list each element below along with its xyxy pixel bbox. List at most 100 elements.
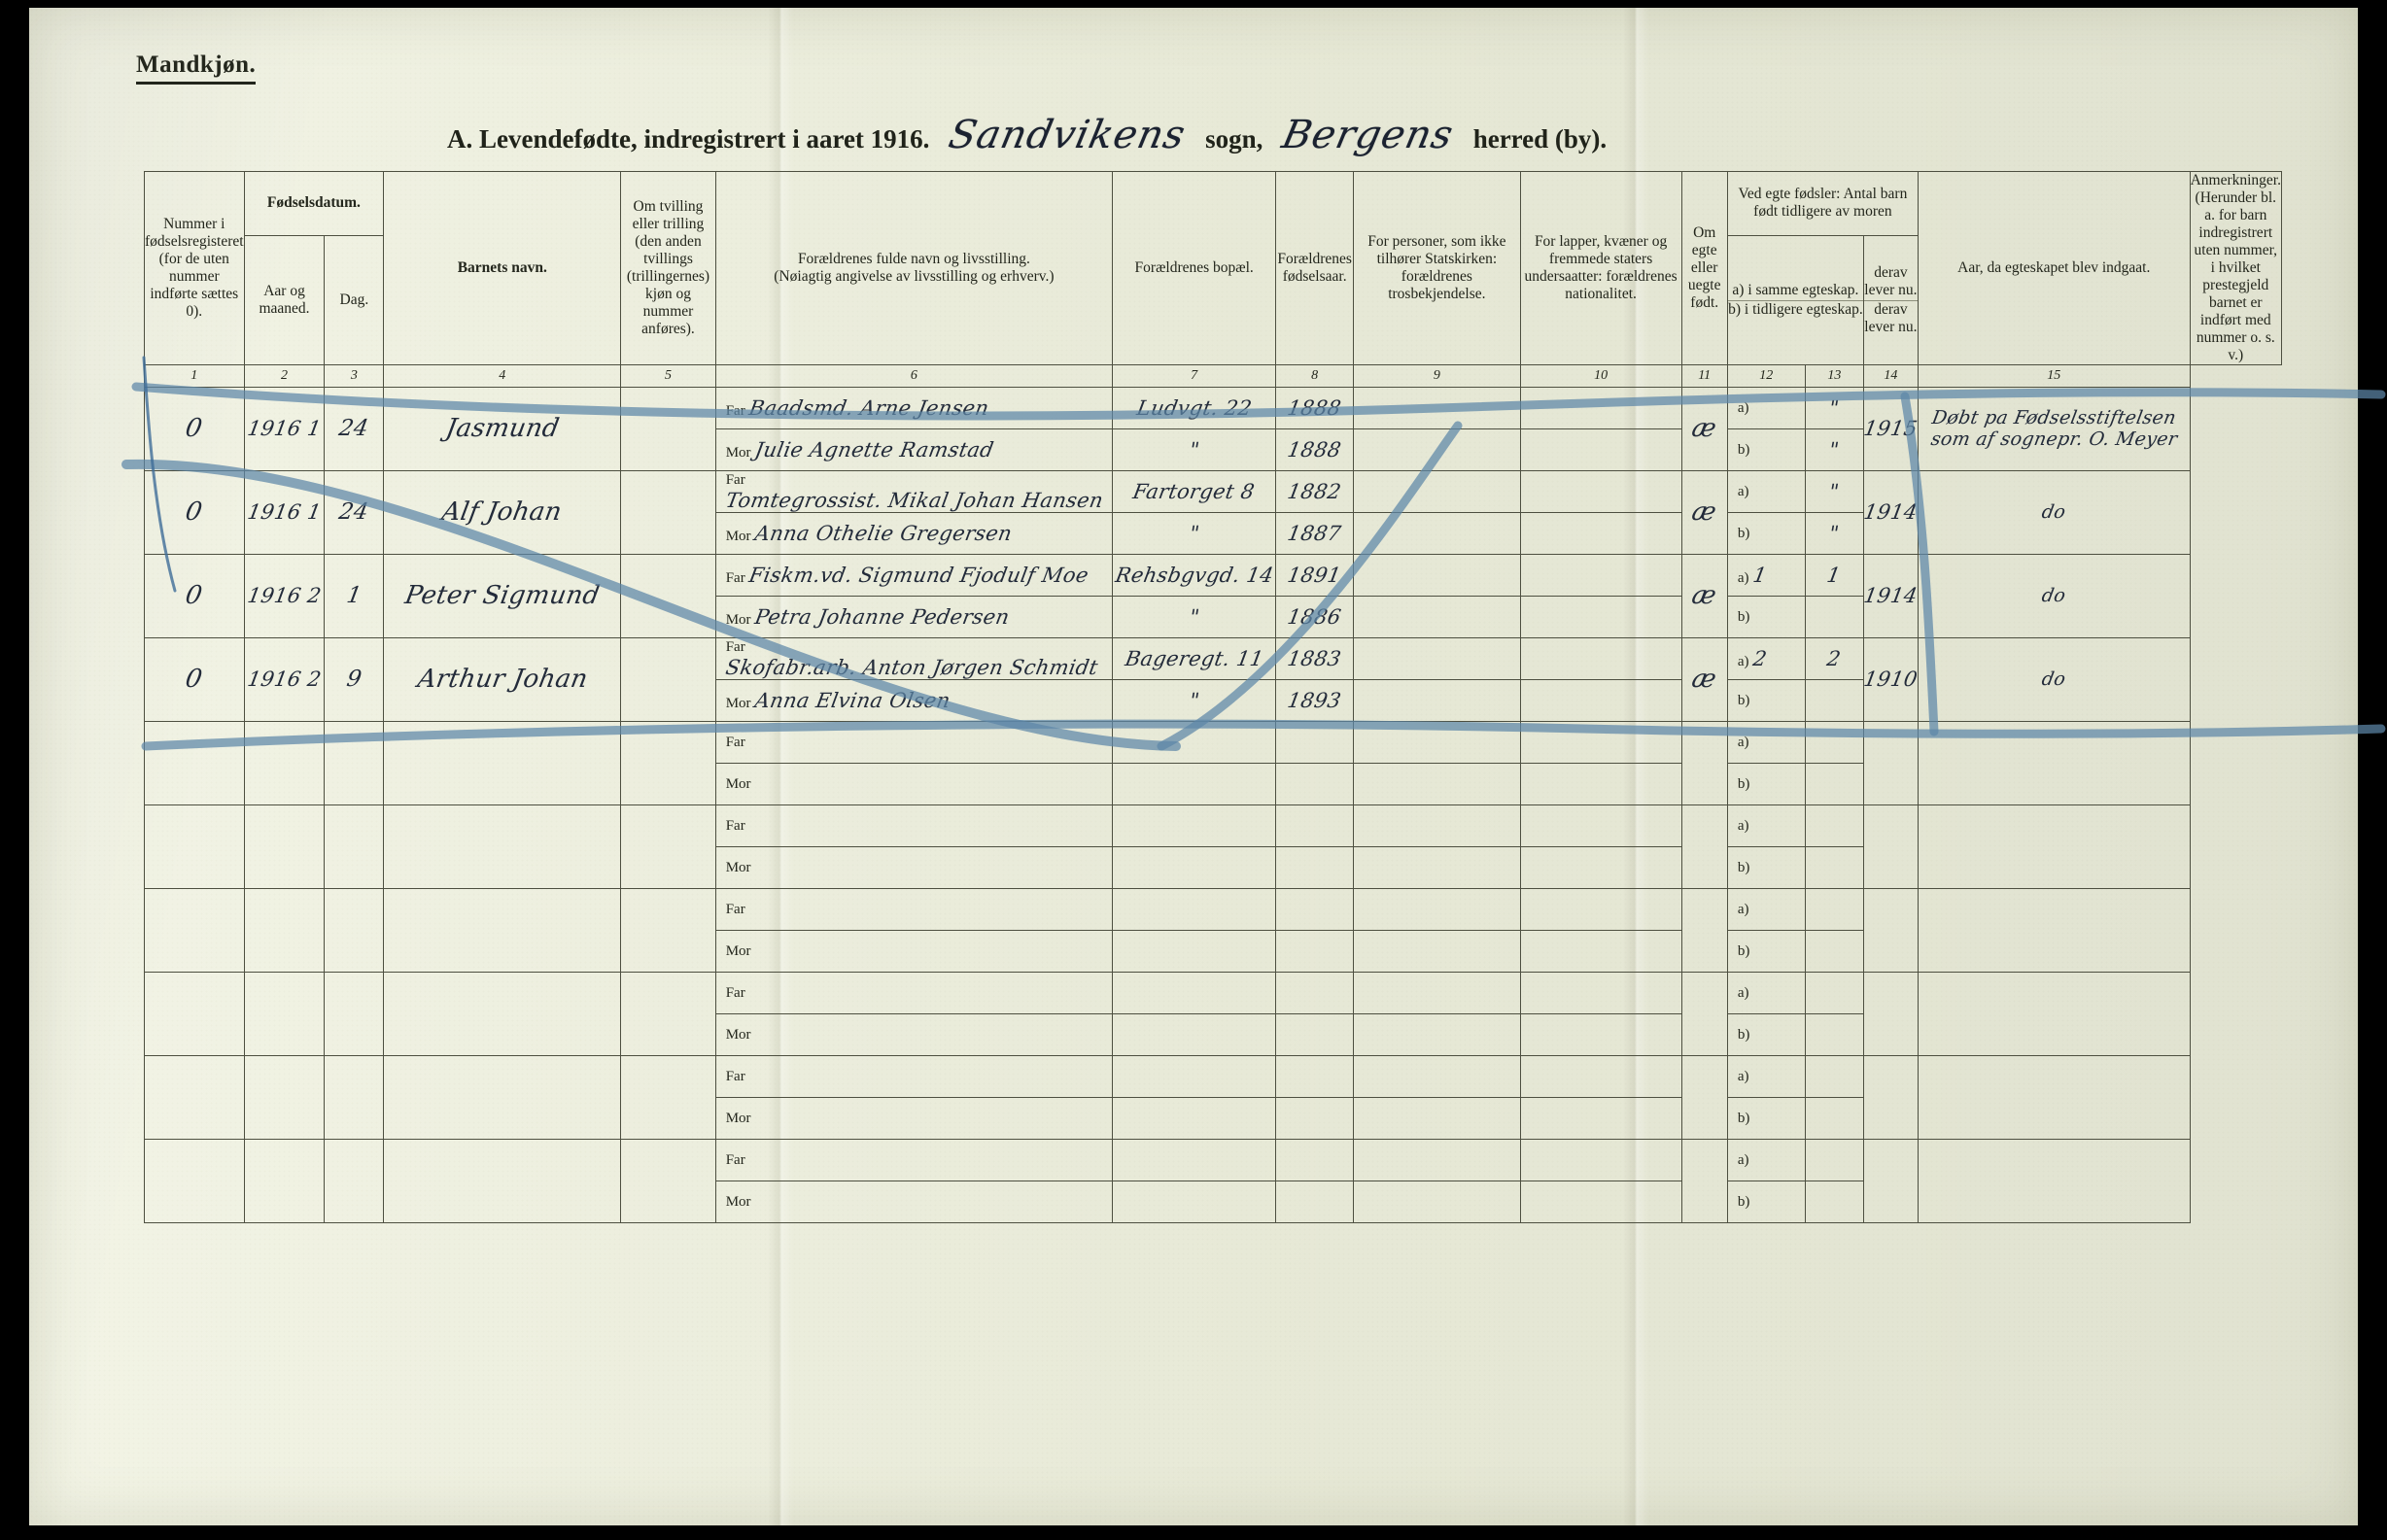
cell-barnets-navn[interactable]: Alf Johan xyxy=(383,469,622,555)
cell-egteskap-aar[interactable]: 1915 xyxy=(1862,386,1920,471)
cell-egte-uegte[interactable] xyxy=(1680,971,1728,1056)
cell-egteskap-aar[interactable] xyxy=(1862,720,1919,805)
cell-aar-maaned[interactable]: 1916 1 xyxy=(243,469,326,555)
cell-dag[interactable] xyxy=(324,804,385,889)
cell-trosbekjendelse[interactable] xyxy=(1353,887,1521,931)
cell-far-bopel[interactable]: Rehsbgvgd. 14 xyxy=(1112,553,1277,597)
cell-antal-b[interactable]: b) xyxy=(1726,595,1806,638)
cell-antal-a[interactable]: a) xyxy=(1726,469,1806,513)
cell-anmerkninger[interactable]: do xyxy=(1917,553,2191,638)
cell-mor-bopel[interactable]: " xyxy=(1112,511,1277,555)
cell-mor-bopel[interactable] xyxy=(1112,1096,1277,1140)
cell-far-bopel[interactable]: Bageregt. 11 xyxy=(1112,636,1277,680)
cell-mor-bopel[interactable] xyxy=(1112,929,1277,973)
cell-mor-navn[interactable]: Mor xyxy=(714,1180,1114,1223)
cell-derav-lever-b[interactable] xyxy=(1804,678,1864,722)
cell-far-navn[interactable]: Far Fiskm.vd. Sigmund Fjodulf Moe xyxy=(714,553,1114,597)
cell-barnets-navn[interactable]: Peter Sigmund xyxy=(383,553,622,638)
cell-mor-fodselsaar[interactable] xyxy=(1275,1180,1355,1223)
cell-antal-a[interactable]: a) xyxy=(1726,971,1806,1014)
cell-far-navn[interactable]: Far Tomtegrossist. Mikal Johan Hansen xyxy=(714,469,1114,513)
cell-far-navn[interactable]: Far xyxy=(714,1138,1114,1181)
cell-nummer[interactable]: 0 xyxy=(144,553,245,638)
cell-egte-uegte[interactable] xyxy=(1680,804,1728,889)
cell-egteskap-aar[interactable]: 1910 xyxy=(1862,636,1920,722)
cell-barnets-navn[interactable] xyxy=(383,720,622,805)
cell-dag[interactable] xyxy=(324,887,385,973)
cell-egte-uegte[interactable]: æ xyxy=(1680,636,1728,722)
cell-anmerkninger[interactable] xyxy=(1917,971,2191,1056)
cell-derav-lever-b[interactable] xyxy=(1804,762,1864,805)
cell-egte-uegte[interactable]: æ xyxy=(1680,553,1728,638)
cell-mor-navn[interactable]: Mor Anna Othelie Gregersen xyxy=(714,511,1114,555)
cell-far-fodselsaar[interactable] xyxy=(1275,887,1355,931)
cell-egte-uegte[interactable] xyxy=(1680,720,1728,805)
cell-far-fodselsaar[interactable]: 1882 xyxy=(1275,469,1355,513)
cell-barnets-navn[interactable]: Arthur Johan xyxy=(383,636,622,722)
cell-antal-a[interactable]: a) 1 xyxy=(1726,553,1806,597)
cell-derav-lever-a[interactable] xyxy=(1804,887,1864,931)
cell-antal-b[interactable]: b) xyxy=(1726,1180,1806,1223)
cell-antal-b[interactable]: b) xyxy=(1726,678,1806,722)
cell-far-navn[interactable]: Far xyxy=(714,1054,1114,1098)
cell-antal-a[interactable]: a) xyxy=(1726,804,1806,847)
cell-derav-lever-b[interactable] xyxy=(1804,845,1864,889)
cell-dag[interactable]: 24 xyxy=(324,469,385,555)
cell-aar-maaned[interactable] xyxy=(243,720,326,805)
cell-barnets-navn[interactable] xyxy=(383,1138,622,1223)
cell-far-bopel[interactable]: Fartorget 8 xyxy=(1112,469,1277,513)
cell-far-bopel[interactable] xyxy=(1112,971,1277,1014)
cell-anmerkninger[interactable] xyxy=(1917,1138,2191,1223)
cell-barnets-navn[interactable] xyxy=(383,1054,622,1140)
cell-egteskap-aar[interactable]: 1914 xyxy=(1862,553,1920,638)
cell-nationalitet[interactable] xyxy=(1519,1054,1682,1098)
cell-egteskap-aar[interactable] xyxy=(1862,804,1919,889)
cell-trosbekjendelse-mor[interactable] xyxy=(1353,678,1521,722)
cell-derav-lever-a[interactable]: " xyxy=(1804,386,1864,429)
cell-mor-fodselsaar[interactable] xyxy=(1275,845,1355,889)
cell-mor-fodselsaar[interactable] xyxy=(1275,1096,1355,1140)
cell-tvilling[interactable] xyxy=(620,720,716,805)
cell-derav-lever-a[interactable] xyxy=(1804,720,1864,764)
cell-nationalitet[interactable] xyxy=(1519,386,1682,429)
cell-mor-navn[interactable]: Mor xyxy=(714,1012,1114,1056)
cell-nationalitet[interactable] xyxy=(1519,887,1682,931)
cell-mor-fodselsaar[interactable]: 1887 xyxy=(1275,511,1355,555)
cell-nationalitet-mor[interactable] xyxy=(1519,1096,1682,1140)
cell-derav-lever-a[interactable] xyxy=(1804,1138,1864,1181)
cell-nationalitet-mor[interactable] xyxy=(1519,762,1682,805)
cell-nationalitet[interactable] xyxy=(1519,720,1682,764)
cell-derav-lever-b[interactable] xyxy=(1804,1180,1864,1223)
cell-far-navn[interactable]: Far Baadsmd. Arne Jensen xyxy=(714,386,1114,429)
cell-mor-bopel[interactable] xyxy=(1112,1180,1277,1223)
cell-barnets-navn[interactable] xyxy=(383,971,622,1056)
cell-dag[interactable] xyxy=(324,971,385,1056)
cell-far-bopel[interactable] xyxy=(1112,887,1277,931)
cell-mor-navn[interactable]: Mor xyxy=(714,762,1114,805)
cell-tvilling[interactable] xyxy=(620,636,716,722)
cell-tvilling[interactable] xyxy=(620,386,716,471)
cell-far-navn[interactable]: Far xyxy=(714,804,1114,847)
cell-mor-fodselsaar[interactable]: 1888 xyxy=(1275,428,1355,471)
cell-tvilling[interactable] xyxy=(620,1138,716,1223)
cell-far-fodselsaar[interactable] xyxy=(1275,1054,1355,1098)
cell-egteskap-aar[interactable]: 1914 xyxy=(1862,469,1920,555)
cell-derav-lever-a[interactable]: 1 xyxy=(1804,553,1864,597)
cell-antal-a[interactable]: a) 2 xyxy=(1726,636,1806,680)
cell-dag[interactable] xyxy=(324,1138,385,1223)
cell-nummer[interactable]: 0 xyxy=(144,469,245,555)
cell-mor-navn[interactable]: Mor Petra Johanne Pedersen xyxy=(714,595,1114,638)
cell-derav-lever-b[interactable] xyxy=(1804,1012,1864,1056)
cell-mor-navn[interactable]: Mor Julie Agnette Ramstad xyxy=(714,428,1114,471)
cell-trosbekjendelse[interactable] xyxy=(1353,636,1521,680)
cell-derav-lever-a[interactable] xyxy=(1804,1054,1864,1098)
cell-far-bopel[interactable] xyxy=(1112,1138,1277,1181)
cell-mor-bopel[interactable]: " xyxy=(1112,595,1277,638)
cell-far-navn[interactable]: Far xyxy=(714,720,1114,764)
cell-egteskap-aar[interactable] xyxy=(1862,1138,1919,1223)
cell-nationalitet[interactable] xyxy=(1519,469,1682,513)
cell-tvilling[interactable] xyxy=(620,804,716,889)
cell-trosbekjendelse[interactable] xyxy=(1353,553,1521,597)
cell-mor-fodselsaar[interactable]: 1893 xyxy=(1275,678,1355,722)
cell-dag[interactable] xyxy=(324,1054,385,1140)
